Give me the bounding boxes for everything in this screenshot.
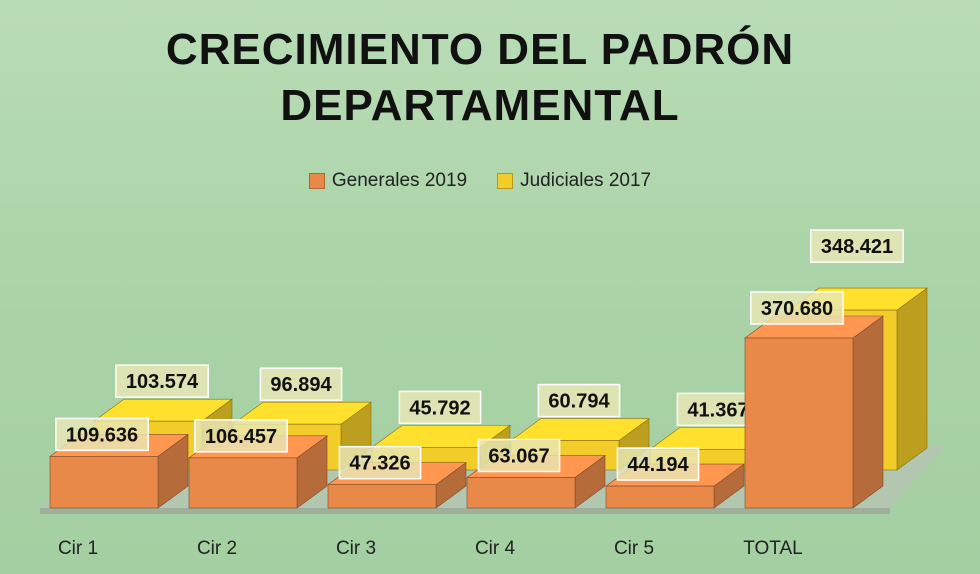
chart-title-line-2: DEPARTAMENTAL <box>280 81 680 130</box>
data-label-generales-0-box <box>55 417 149 452</box>
data-label-generales-3-box <box>477 438 561 473</box>
data-label-judiciales-5-box <box>810 229 904 263</box>
legend-label-judiciales: Judiciales 2017 <box>520 170 652 191</box>
legend-item-judiciales: Judiciales 2017 <box>497 170 651 192</box>
data-label-judiciales-2: 45.792 <box>409 397 470 419</box>
legend-item-generales: Generales 2019 <box>308 170 468 192</box>
bar-judiciales-5-side <box>896 287 928 471</box>
data-label-generales-5: 370.680 <box>761 298 833 320</box>
data-label-generales-2-box <box>338 445 422 480</box>
bar-generales-4-front <box>605 485 715 509</box>
x-tick-label-4: Cir 5 <box>614 538 654 559</box>
data-label-judiciales-4: 41.367 <box>687 399 748 421</box>
data-label-judiciales-3: 60.794 <box>548 391 610 413</box>
bar-group-2: 45.792 47.326 Cir 3 <box>327 390 511 559</box>
legend-label-generales: Generales 2019 <box>331 170 468 191</box>
bar-generales-3-front <box>466 477 576 509</box>
bar-generales-5-side <box>852 315 884 509</box>
x-tick-label-2: Cir 3 <box>336 538 376 559</box>
data-label-judiciales-2-box <box>398 390 482 425</box>
bar-group-0: 103.574 109.636 Cir 1 <box>49 364 233 559</box>
data-label-judiciales-1: 96.894 <box>270 374 332 396</box>
x-tick-label-0: Cir 1 <box>58 538 98 559</box>
data-label-generales-2: 47.326 <box>349 453 410 475</box>
data-label-judiciales-0-box <box>115 364 209 398</box>
data-label-judiciales-0: 103.574 <box>126 371 199 393</box>
bar-group-5: 348.421 370.680 TOTAL <box>743 229 928 559</box>
data-label-judiciales-1-box <box>259 367 343 401</box>
bar-group-1: 96.894 106.457 Cir 2 <box>188 367 372 559</box>
bar-generales-0-front <box>49 456 159 509</box>
floor-edge <box>40 508 890 514</box>
bar-generales-2-front <box>327 484 437 509</box>
bar-generales-5-front <box>744 337 854 509</box>
legend-swatch-generales <box>308 173 325 189</box>
bar-group-3: 60.794 63.067 Cir 4 <box>466 383 650 559</box>
data-label-generales-4-box <box>616 447 700 481</box>
chart-title: CRECIMIENTO DEL PADRÓN DEPARTAMENTAL <box>0 22 960 134</box>
data-label-generales-1: 106.457 <box>205 426 277 448</box>
bar-generales-1-front <box>188 457 298 509</box>
x-tick-label-1: Cir 2 <box>197 538 237 559</box>
data-label-judiciales-3-box <box>537 383 621 418</box>
data-label-judiciales-5: 348.421 <box>821 236 893 258</box>
chart-title-line-1: CRECIMIENTO DEL PADRÓN <box>165 25 795 74</box>
bar-generales-5 <box>744 315 884 509</box>
legend-swatch-judiciales <box>497 173 514 189</box>
data-label-generales-1-box <box>194 419 288 453</box>
data-label-generales-4: 44.194 <box>627 454 689 476</box>
data-label-generales-0: 109.636 <box>66 424 138 446</box>
data-label-generales-3: 63.067 <box>488 446 549 468</box>
x-tick-label-5: TOTAL <box>743 538 802 559</box>
legend: Generales 2019 Judiciales 2017 <box>0 170 960 192</box>
x-tick-label-3: Cir 4 <box>475 538 516 559</box>
data-label-generales-5-box <box>750 291 844 325</box>
